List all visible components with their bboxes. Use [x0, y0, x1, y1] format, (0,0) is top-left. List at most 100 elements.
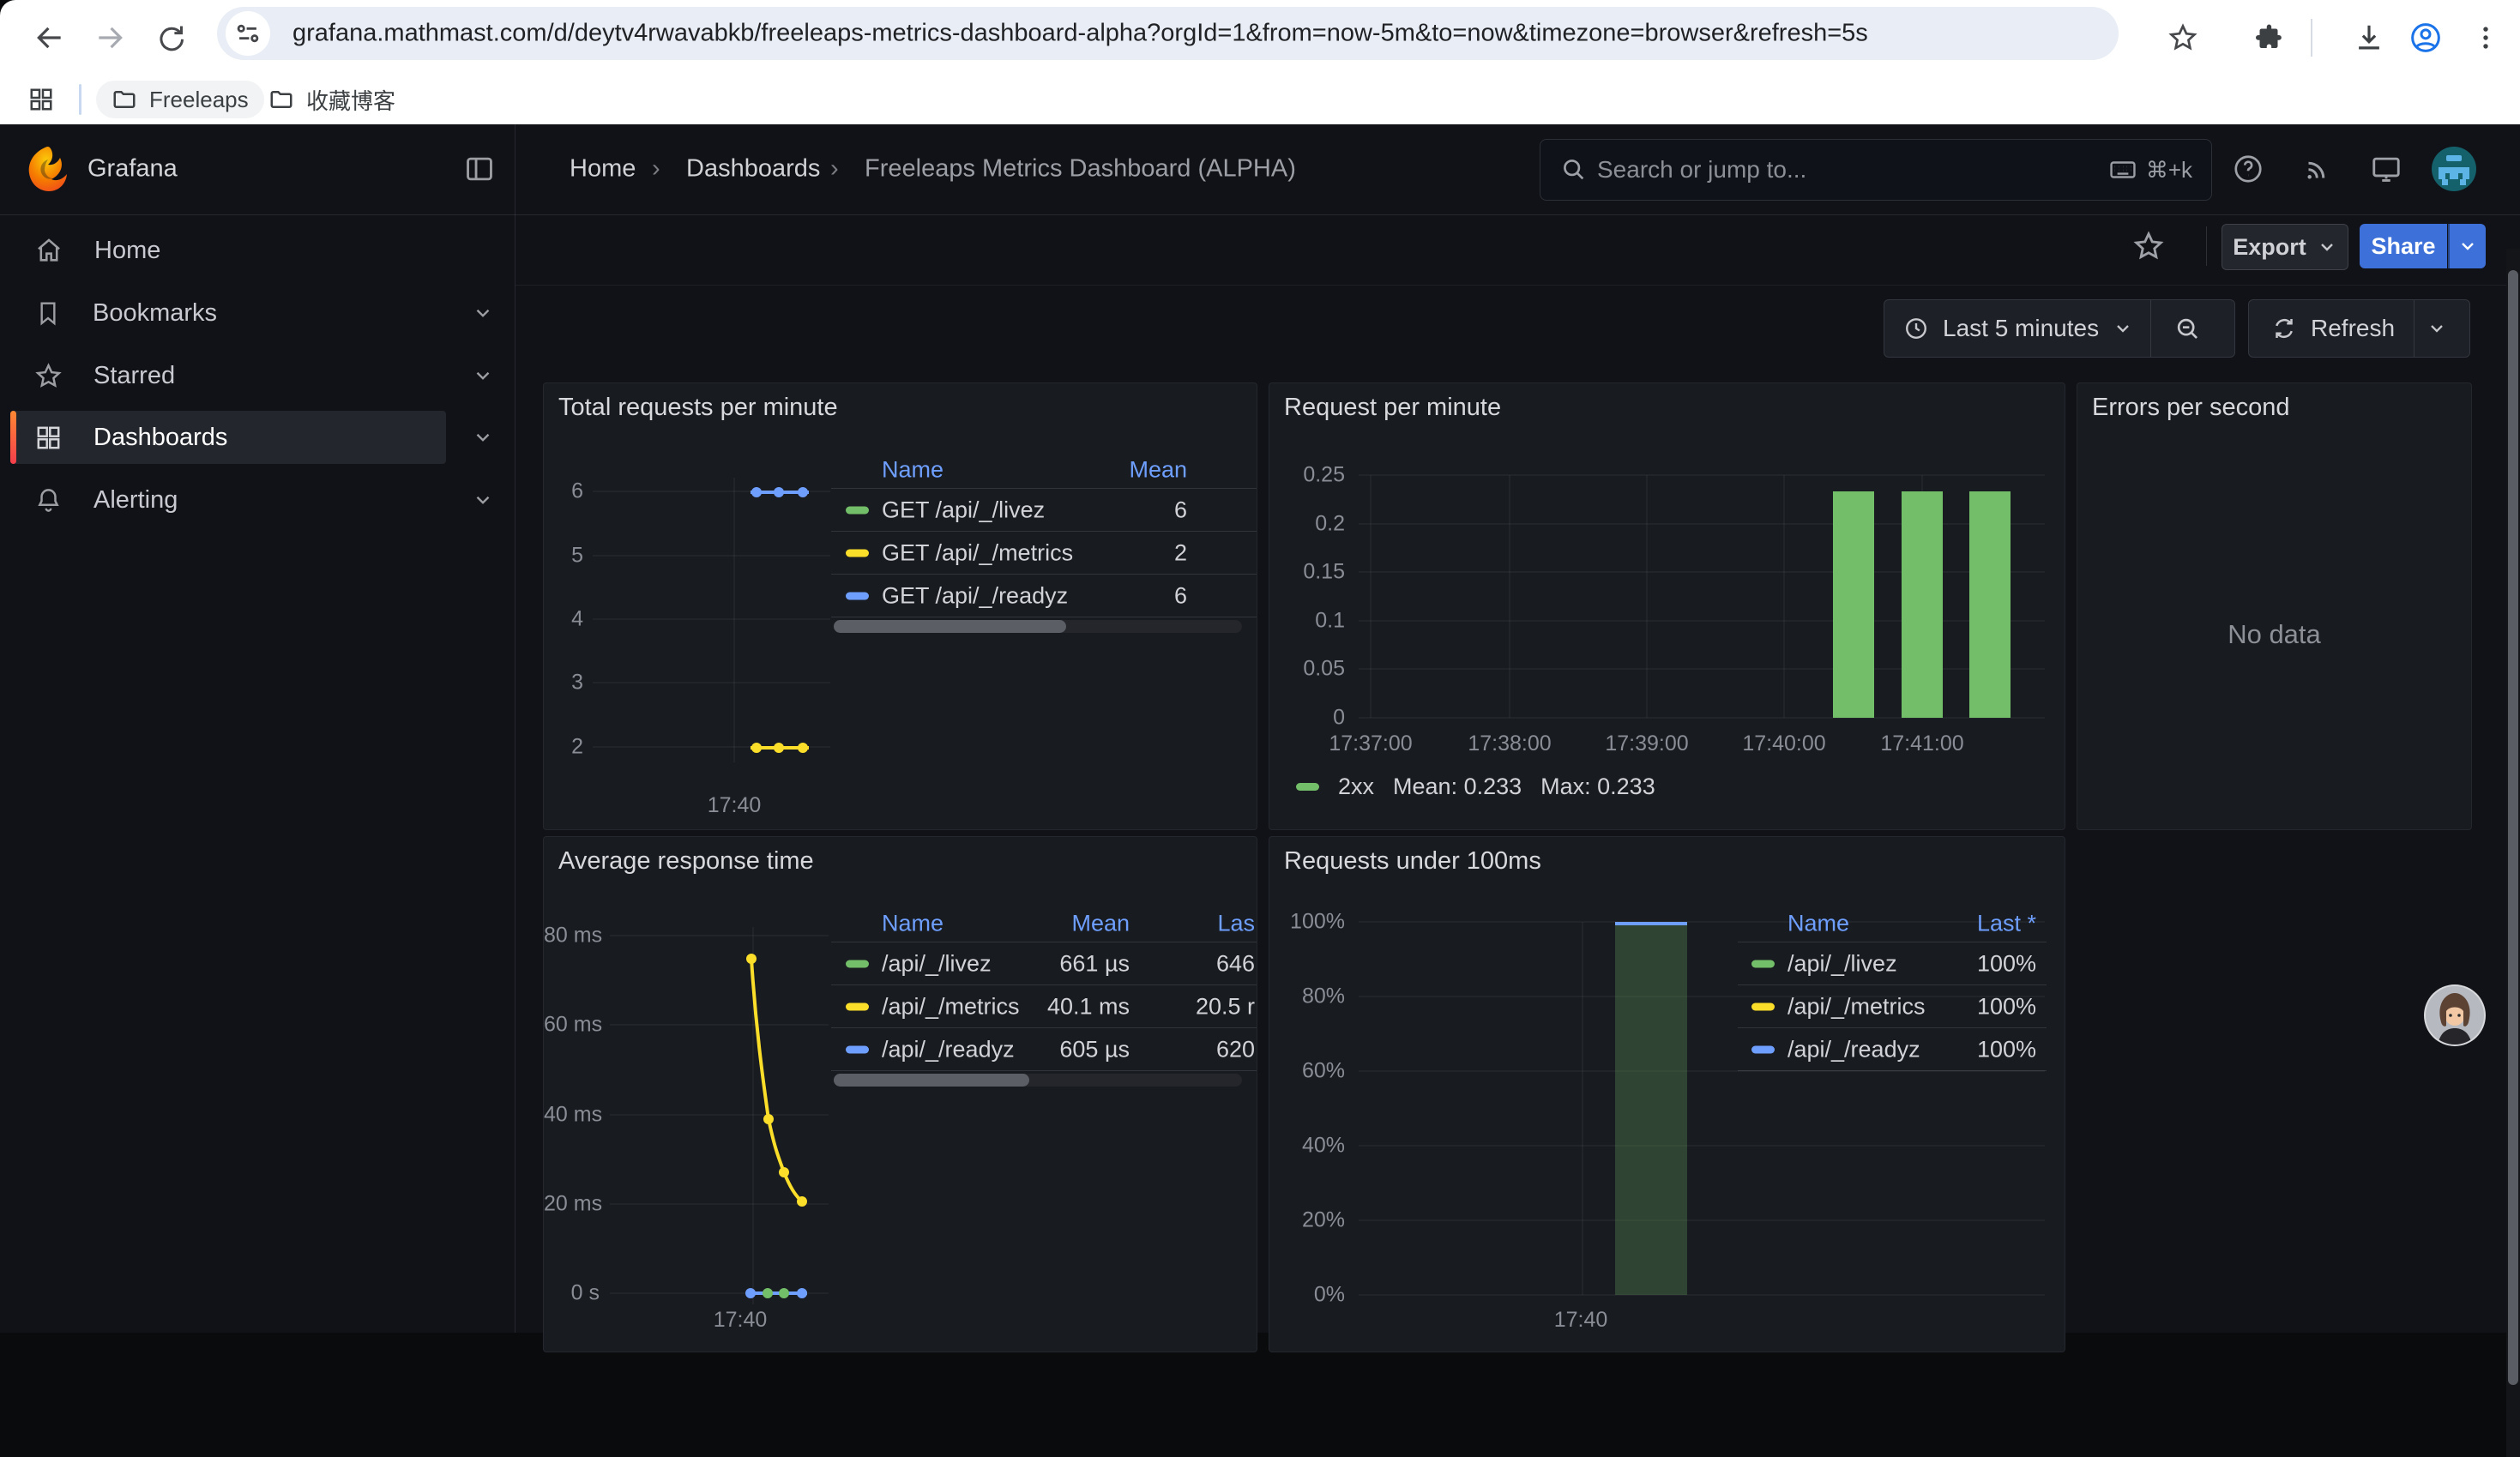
page-scrollbar[interactable] — [2506, 249, 2520, 1457]
panel-total-requests[interactable]: Total requests per minute 6 5 4 3 2 17:4… — [543, 382, 1257, 830]
y-tick: 0 — [1333, 705, 1345, 730]
profile-button[interactable] — [2400, 12, 2451, 63]
panel-avg-response-time[interactable]: Average response time 80 ms 60 ms 40 ms … — [543, 836, 1257, 1352]
legend-row[interactable]: /api/_/livez 661 µs 646 — [831, 942, 1257, 984]
chevron-down-icon — [2117, 325, 2129, 333]
address-bar[interactable]: grafana.mathmast.com/d/deytv4rwavabkb/fr… — [217, 7, 2119, 60]
legend-row[interactable]: /api/_/metrics 40.1 ms 20.5 r — [831, 984, 1257, 1027]
sidebar-item-starred[interactable]: Starred — [10, 349, 446, 402]
chevron-down-icon — [2431, 325, 2443, 333]
legend-row[interactable]: GET /api/_/livez 6 — [831, 488, 1257, 531]
y-tick: 40 ms — [544, 1102, 603, 1127]
series-name: /api/_/livez — [1788, 950, 1897, 976]
expand-bookmarks-button[interactable] — [466, 286, 500, 340]
panel-title: Total requests per minute — [558, 394, 838, 421]
sidebar-item-label: Alerting — [93, 485, 178, 514]
expand-alerting-button[interactable] — [466, 473, 500, 527]
time-range-label: Last 5 minutes — [1943, 315, 2100, 341]
legend-col-name[interactable]: Name — [882, 910, 944, 936]
share-button[interactable]: Share — [2360, 224, 2447, 268]
breadcrumb-current: Freeleaps Metrics Dashboard (ALPHA) — [865, 154, 1296, 183]
series-name[interactable]: 2xx — [1338, 773, 1375, 799]
refresh-label: Refresh — [2311, 315, 2396, 341]
share-menu-button[interactable] — [2448, 224, 2486, 268]
time-range-picker[interactable]: Last 5 minutes — [1884, 299, 2235, 358]
browser-menu-button[interactable] — [2460, 12, 2511, 63]
series-color-pill — [1296, 782, 1319, 791]
series-mean: 6 — [1173, 497, 1187, 522]
dock-menu-button[interactable] — [463, 153, 496, 185]
page-scrollbar-thumb[interactable] — [2508, 270, 2518, 1385]
site-settings-button[interactable] — [226, 11, 270, 56]
zoom-out-icon — [2177, 318, 2198, 340]
legend-row[interactable]: GET /api/_/metrics 2 — [831, 531, 1257, 574]
panel-request-per-minute[interactable]: Request per minute 0.25 0.2 0.15 0.1 0.0… — [1269, 382, 2065, 830]
legend-scrollbar[interactable] — [834, 1074, 1242, 1087]
url-text: grafana.mathmast.com/d/deytv4rwavabkb/fr… — [292, 19, 1868, 47]
zoom-out-button[interactable] — [2151, 315, 2223, 342]
legend-scrollbar[interactable] — [834, 620, 1242, 633]
floating-assistant-avatar[interactable] — [2422, 983, 2487, 1048]
user-avatar[interactable] — [2431, 146, 2477, 192]
panel-errors-per-second[interactable]: Errors per second No data — [2077, 382, 2472, 830]
legend-row[interactable]: /api/_/readyz 605 µs 620 — [831, 1027, 1257, 1071]
y-tick: 0.2 — [1315, 511, 1345, 536]
folder-icon — [113, 91, 136, 108]
legend-col-name[interactable]: Name — [1788, 910, 1850, 936]
sidebar-item-alerting[interactable]: Alerting — [10, 473, 446, 527]
panel-requests-under-100ms[interactable]: Requests under 100ms 100% 80% 60% 40% 20… — [1269, 836, 2065, 1352]
search-input[interactable]: Search or jump to... ⌘+k — [1540, 139, 2212, 201]
bookmark-freeleaps[interactable]: Freeleaps — [96, 81, 264, 118]
sidebar-toggle-icon — [467, 157, 492, 181]
downloads-button[interactable] — [2343, 12, 2395, 63]
series-last: 20.5 r — [1195, 993, 1255, 1019]
news-button[interactable] — [2302, 154, 2333, 184]
legend-row[interactable]: /api/_/livez 100% — [1738, 942, 2047, 984]
refresh-interval-button[interactable] — [2414, 318, 2459, 339]
y-tick: 80% — [1301, 984, 1345, 1008]
favorite-dashboard-button[interactable] — [2132, 230, 2165, 262]
forward-button[interactable] — [84, 12, 136, 63]
legend-header: Name Mean Las — [831, 906, 1257, 942]
bookmark-page-button[interactable] — [2157, 12, 2209, 63]
series-color-pill — [1751, 1002, 1775, 1010]
legend-row[interactable]: GET /api/_/readyz 6 — [831, 574, 1257, 617]
extensions-button[interactable] — [2243, 12, 2294, 63]
sidebar-item-home[interactable]: Home — [10, 224, 446, 277]
forward-icon — [99, 27, 123, 49]
area-chart — [1359, 921, 2045, 1296]
legend-header: Name Last * — [1738, 906, 2047, 942]
expand-dashboards-button[interactable] — [466, 411, 500, 464]
breadcrumb-dashboards[interactable]: Dashboards — [686, 154, 821, 183]
sidebar-item-dashboards[interactable]: Dashboards — [10, 411, 446, 464]
help-button[interactable] — [2232, 153, 2264, 185]
series-color-pill — [846, 1002, 869, 1010]
apps-button[interactable] — [15, 74, 67, 125]
bookmark-blogs[interactable]: 收藏博客 — [253, 81, 411, 118]
legend-scrollbar-thumb[interactable] — [834, 620, 1067, 633]
series-color-pill — [846, 592, 869, 599]
legend-scrollbar-thumb[interactable] — [834, 1074, 1030, 1087]
display-button[interactable] — [2370, 153, 2402, 185]
refresh-button-group[interactable]: Refresh — [2248, 299, 2470, 358]
sidebar-item-bookmarks[interactable]: Bookmarks — [10, 286, 446, 340]
back-button[interactable] — [24, 12, 75, 63]
export-button[interactable]: Export — [2222, 224, 2348, 270]
legend-col-last[interactable]: Las — [1217, 910, 1255, 936]
legend-col-mean[interactable]: Mean — [1071, 910, 1130, 936]
y-tick: 4 — [571, 606, 583, 631]
toolbar-divider — [2311, 19, 2312, 57]
series-name: /api/_/metrics — [882, 993, 1020, 1019]
search-placeholder: Search or jump to... — [1597, 156, 1807, 183]
legend-col-mean[interactable]: Mean — [1129, 456, 1187, 483]
legend-col-name[interactable]: Name — [882, 456, 944, 483]
breadcrumb-home[interactable]: Home — [570, 154, 636, 183]
series-name: /api/_/readyz — [1788, 1036, 1920, 1062]
legend-row[interactable]: /api/_/readyz 100% — [1738, 1027, 2047, 1071]
help-icon — [2234, 155, 2262, 183]
expand-starred-button[interactable] — [466, 349, 500, 402]
reload-button[interactable] — [144, 12, 196, 63]
legend-col-last[interactable]: Last * — [1976, 910, 2036, 936]
bookmark-label: 收藏博客 — [306, 87, 396, 114]
legend-row[interactable]: /api/_/metrics 100% — [1738, 984, 2047, 1027]
